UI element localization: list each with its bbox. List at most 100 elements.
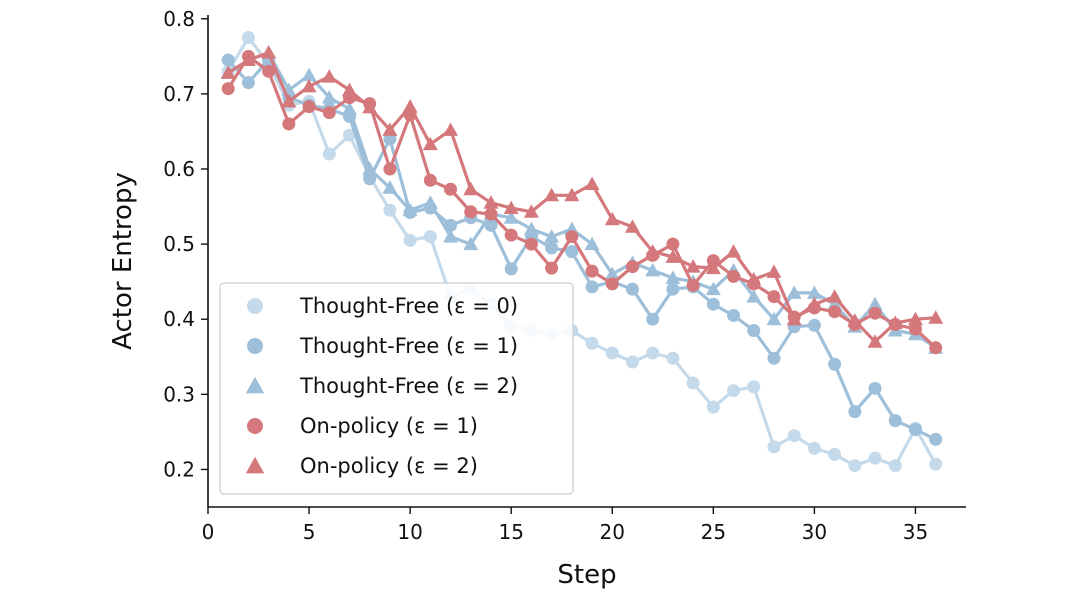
data-point (786, 311, 802, 326)
data-point (887, 315, 903, 329)
data-point (262, 64, 276, 78)
data-point (342, 128, 356, 142)
data-point (503, 200, 519, 215)
data-point (301, 78, 317, 93)
data-point (321, 90, 337, 104)
data-point (423, 230, 437, 244)
x-tick-label: 0 (202, 520, 215, 544)
data-point (828, 357, 842, 371)
data-point (604, 211, 620, 226)
data-point (463, 181, 479, 196)
data-point (665, 270, 681, 284)
data-point (907, 311, 923, 326)
data-point (504, 262, 518, 276)
data-point (786, 285, 802, 299)
x-tick-label: 15 (498, 520, 523, 544)
legend-marker (245, 376, 265, 394)
data-point (686, 376, 700, 390)
data-point (585, 264, 599, 278)
data-point (727, 384, 741, 398)
data-point (888, 459, 902, 473)
data-point (443, 229, 459, 243)
x-tick-label: 30 (802, 520, 827, 544)
data-point (806, 296, 822, 311)
series-4 (220, 45, 944, 348)
data-point (807, 441, 821, 455)
x-tick-label: 25 (701, 520, 726, 544)
data-point (625, 282, 639, 296)
data-point (463, 236, 479, 251)
data-point (604, 266, 620, 281)
data-point (867, 334, 883, 348)
data-point (827, 289, 843, 303)
x-tick-label: 20 (600, 520, 625, 544)
data-point (727, 308, 741, 322)
data-point (362, 99, 378, 114)
data-point (868, 381, 882, 395)
data-point (261, 45, 277, 59)
data-point (848, 459, 862, 473)
data-point (444, 182, 458, 196)
data-point (766, 311, 782, 326)
data-point (524, 237, 538, 251)
data-point (908, 322, 922, 336)
data-point (523, 221, 539, 236)
data-point (402, 202, 418, 217)
legend-marker (247, 298, 263, 314)
data-point (523, 204, 539, 218)
data-point (868, 451, 882, 465)
data-point (544, 187, 560, 202)
legend: Thought-Free (ε = 0) Thought-Free (ε = 1)… (219, 282, 574, 495)
data-point (585, 336, 599, 350)
data-point (868, 306, 882, 320)
data-point (484, 218, 498, 232)
y-tick-label: 0.2 (163, 457, 195, 481)
data-point (828, 305, 842, 319)
data-point (282, 117, 296, 131)
legend-label: Thought-Free (ε = 1) (299, 334, 518, 358)
data-point (383, 162, 397, 176)
data-point (928, 310, 944, 324)
data-point (483, 195, 499, 209)
y-ticks: 0.2 0.3 0.4 0.5 0.6 0.7 0.8 (163, 7, 208, 481)
data-point (666, 351, 680, 365)
x-tick-label: 10 (397, 520, 422, 544)
legend-label: On-policy (ε = 1) (300, 414, 478, 438)
data-point (422, 195, 438, 209)
data-point (625, 355, 639, 369)
data-point (383, 203, 397, 217)
data-point (806, 285, 822, 299)
x-tick-label: 35 (903, 520, 928, 544)
data-point (484, 207, 498, 221)
data-point (321, 69, 337, 83)
data-point (301, 67, 317, 82)
legend-marker (247, 418, 263, 434)
data-point (746, 289, 762, 303)
data-point (767, 351, 781, 365)
x-axis-title: Step (557, 560, 616, 590)
data-point (585, 280, 599, 294)
y-tick-label: 0.8 (163, 7, 195, 31)
data-point (503, 210, 519, 224)
x-ticks: 0 5 10 15 20 25 30 35 (202, 507, 928, 544)
data-point (342, 82, 357, 97)
data-point (929, 457, 943, 471)
legend-marker (245, 456, 265, 474)
data-point (584, 176, 600, 190)
data-point (686, 278, 700, 292)
data-point (565, 245, 579, 259)
data-point (867, 296, 883, 311)
data-point (747, 323, 761, 337)
data-point (362, 161, 378, 175)
data-point (726, 244, 742, 258)
data-point (766, 264, 782, 278)
data-point (605, 346, 619, 360)
data-point (504, 228, 518, 242)
data-point (646, 346, 660, 360)
data-point (402, 99, 418, 113)
data-point (625, 219, 640, 233)
data-point (645, 244, 661, 258)
legend-marker (247, 338, 263, 354)
data-point (241, 76, 255, 90)
y-tick-label: 0.4 (163, 307, 195, 331)
